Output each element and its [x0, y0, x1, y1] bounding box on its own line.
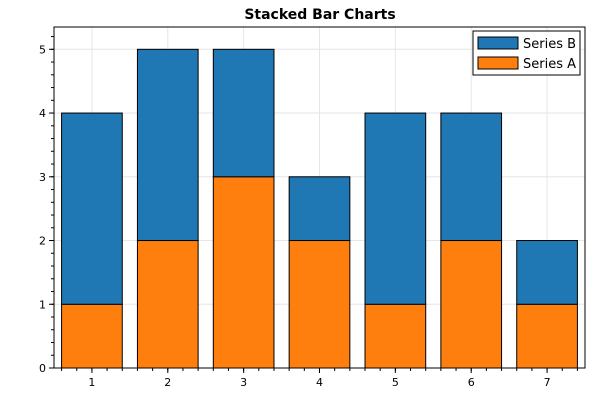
- legend-label-series-b: Series B: [523, 37, 576, 52]
- x-tick-label: 5: [392, 376, 399, 389]
- bar-series-a-6: [440, 240, 503, 369]
- axes-layer: 0 1 2 3 4 5 1 2 3 4 5 6 7: [39, 26, 586, 389]
- bar-series-a-5: [364, 303, 427, 369]
- bar-series-a-7: [516, 303, 578, 369]
- y-tick-label: 5: [39, 43, 46, 56]
- bars-layer: [61, 48, 578, 369]
- bar-series-b-7: [516, 240, 578, 305]
- x-tick-label: 1: [88, 376, 95, 389]
- legend-swatch-series-a: [477, 56, 519, 70]
- bar-series-b-1: [61, 112, 123, 305]
- x-tick-label: 3: [240, 376, 247, 389]
- legend-label-series-a: Series A: [523, 57, 576, 72]
- bar-series-a-3: [212, 176, 275, 369]
- y-tick-label: 3: [39, 171, 46, 184]
- bar-series-b-5: [364, 112, 427, 305]
- bar-series-b-2: [136, 48, 199, 242]
- bar-series-a-1: [61, 303, 123, 369]
- legend: Series B Series A: [472, 30, 581, 76]
- x-tick-label: 2: [164, 376, 171, 389]
- x-tick-label: 4: [316, 376, 323, 389]
- x-tick-label: 6: [468, 376, 475, 389]
- x-tick-label: 7: [544, 376, 551, 389]
- bar-series-a-2: [136, 240, 199, 369]
- y-tick-label: 1: [39, 298, 46, 311]
- y-tick-label: 2: [39, 235, 46, 248]
- bar-series-b-3: [212, 48, 275, 178]
- bar-series-b-6: [440, 112, 503, 242]
- legend-swatch-series-b: [477, 36, 519, 50]
- chart-title: Stacked Bar Charts: [244, 7, 395, 23]
- y-tick-label: 4: [39, 107, 46, 120]
- y-tick-label: 0: [39, 362, 46, 375]
- bar-series-a-4: [288, 240, 351, 369]
- bar-series-b-4: [288, 176, 351, 242]
